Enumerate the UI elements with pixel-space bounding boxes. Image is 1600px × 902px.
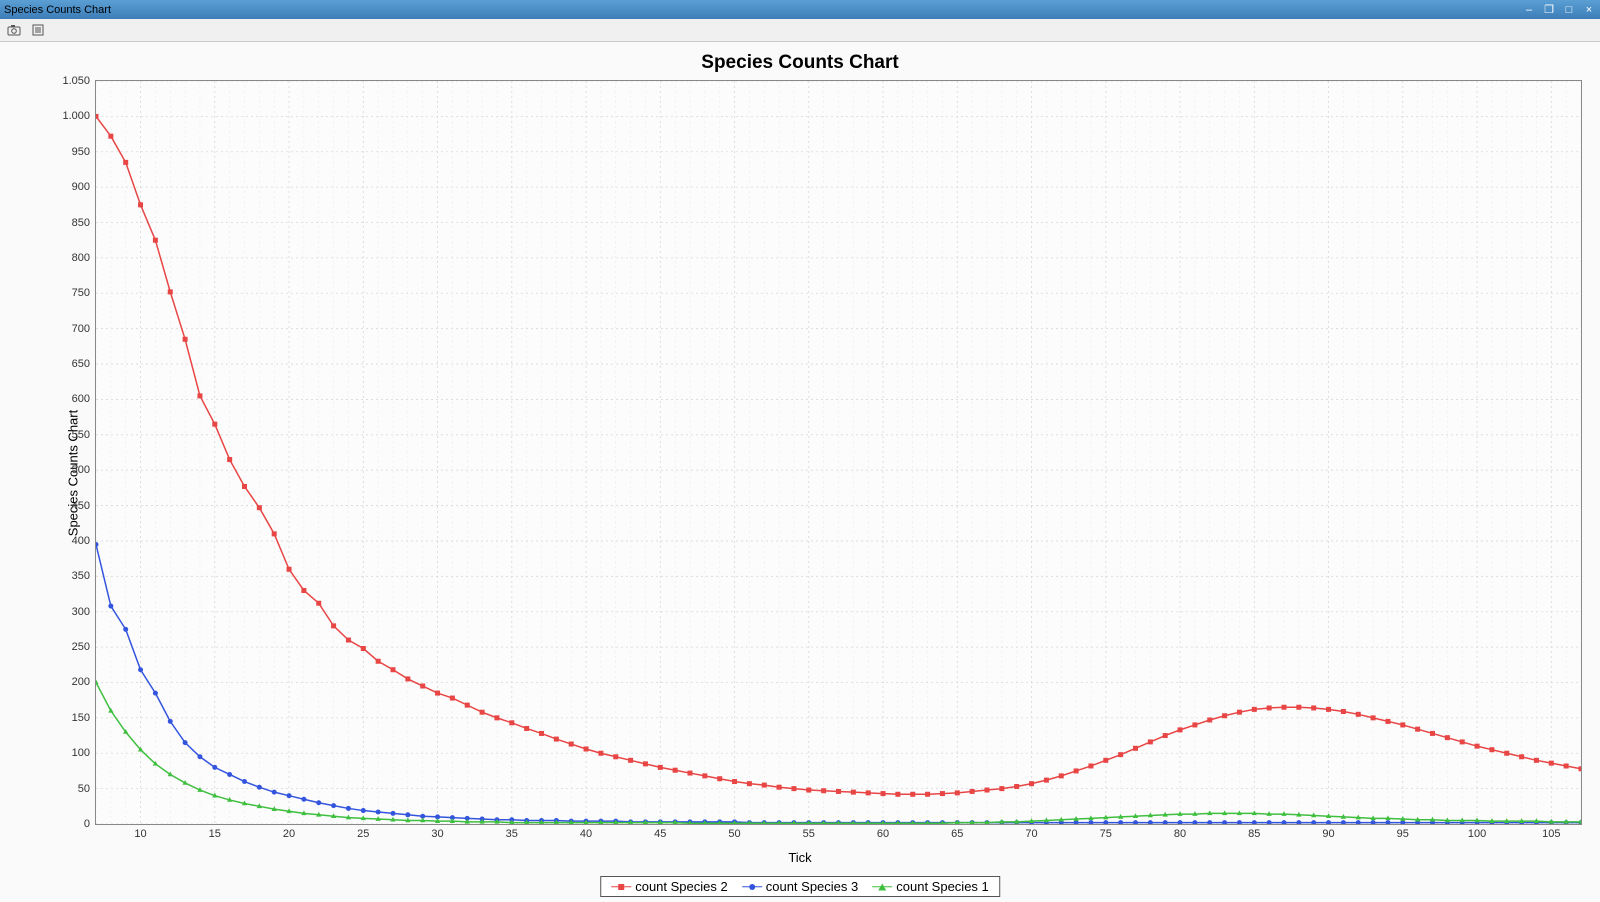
y-tick-label: 400 [72,535,90,547]
x-tick-label: 50 [728,828,740,840]
legend-item: count Species 2 [611,879,728,894]
y-tick-label: 0 [84,818,90,830]
x-tick-label: 70 [1025,828,1037,840]
legend: count Species 2 count Species 3 count Spec… [600,876,1000,897]
circle-marker-icon [742,882,762,892]
camera-icon[interactable] [6,22,22,38]
y-tick-label: 600 [72,393,90,405]
square-marker-icon [611,882,631,892]
y-tick-label: 250 [72,641,90,653]
legend-label: count Species 1 [896,879,989,894]
x-tick-label: 85 [1248,828,1260,840]
y-tick-label: 550 [72,429,90,441]
window-titlebar: Species Counts Chart – ❐ □ × [0,0,1600,19]
y-tick-label: 950 [72,146,90,158]
x-tick-label: 100 [1468,828,1486,840]
legend-item: count Species 3 [742,879,859,894]
minimize-icon[interactable]: – [1522,3,1536,17]
y-tick-label: 450 [72,500,90,512]
triangle-marker-icon [872,882,892,892]
y-tick-label: 850 [72,217,90,229]
y-tick-label: 500 [72,464,90,476]
plot-area: 0501001502002503003504004505005506006507… [95,80,1582,825]
y-tick-label: 700 [72,323,90,335]
y-tick-label: 300 [72,606,90,618]
y-tick-label: 50 [78,783,90,795]
x-tick-label: 90 [1322,828,1334,840]
close-icon[interactable]: × [1582,3,1596,17]
x-tick-label: 30 [431,828,443,840]
settings-icon[interactable] [30,22,46,38]
x-tick-label: 75 [1100,828,1112,840]
y-tick-label: 200 [72,676,90,688]
x-tick-label: 45 [654,828,666,840]
chart-title: Species Counts Chart [0,52,1600,74]
window-title: Species Counts Chart [4,4,1522,16]
x-tick-label: 80 [1174,828,1186,840]
x-tick-label: 25 [357,828,369,840]
legend-label: count Species 2 [635,879,728,894]
x-tick-label: 105 [1542,828,1560,840]
x-tick-label: 55 [803,828,815,840]
y-tick-label: 1.000 [62,110,90,122]
chart-svg [96,81,1581,824]
x-tick-label: 10 [134,828,146,840]
y-tick-label: 750 [72,287,90,299]
toolbar [0,19,1600,42]
window-controls: – ❐ □ × [1522,3,1596,17]
maximize-icon[interactable]: □ [1562,3,1576,17]
legend-item: count Species 1 [872,879,989,894]
x-axis-label: Tick [0,850,1600,865]
x-tick-label: 15 [209,828,221,840]
legend-label: count Species 3 [766,879,859,894]
x-tick-label: 65 [951,828,963,840]
y-tick-label: 350 [72,570,90,582]
x-tick-label: 35 [506,828,518,840]
y-tick-label: 900 [72,181,90,193]
x-tick-label: 60 [877,828,889,840]
x-tick-label: 20 [283,828,295,840]
y-tick-label: 150 [72,712,90,724]
x-tick-label: 95 [1397,828,1409,840]
chart-panel: Species Counts Chart Species Counts Char… [0,42,1600,902]
restore-icon[interactable]: ❐ [1542,3,1556,17]
x-tick-label: 40 [580,828,592,840]
y-tick-label: 1.050 [62,75,90,87]
y-tick-label: 100 [72,747,90,759]
y-tick-label: 650 [72,358,90,370]
y-tick-label: 800 [72,252,90,264]
